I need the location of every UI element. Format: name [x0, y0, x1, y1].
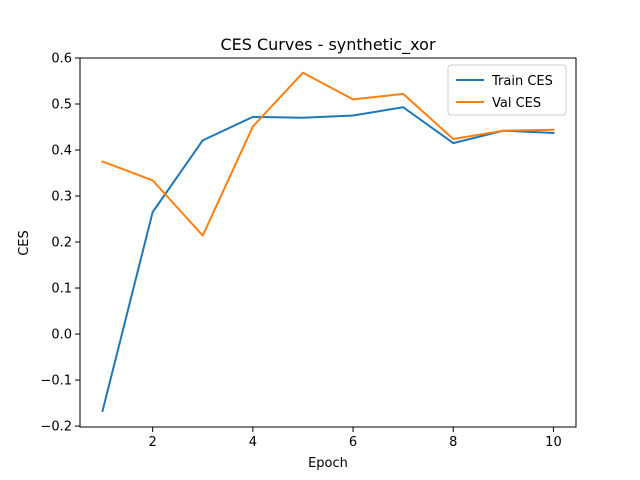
plot-area: 2 4 6 8 10 −0.2 −0.1 0.0 0.1 0.2 0.3 0.4 0.5 0.6: [40, 52, 577, 450]
series-line-val-ces: [101, 71, 555, 237]
y-tick-label: 0.4: [51, 144, 72, 159]
y-tick-label: −0.1: [40, 374, 72, 389]
y-tick-label: 0.5: [51, 98, 72, 113]
series-line-train-ces: [101, 106, 555, 413]
y-tick-label: 0.0: [51, 328, 72, 343]
x-tick-label: 10: [545, 435, 562, 450]
legend-label-val-ces: Val CES: [492, 96, 541, 111]
y-tick-label: 0.6: [51, 52, 72, 67]
legend-label-train-ces: Train CES: [491, 74, 553, 89]
x-tick-label: 8: [449, 435, 457, 450]
x-axis-label: Epoch: [308, 456, 348, 471]
y-tick-label: −0.2: [40, 420, 72, 435]
y-axis-label: CES: [17, 230, 32, 256]
y-tick-label: 0.1: [51, 282, 72, 297]
y-tick-label: 0.2: [51, 236, 72, 251]
x-tick-label: 4: [249, 435, 257, 450]
x-tick-label: 6: [349, 435, 357, 450]
x-tick-label: 2: [149, 435, 157, 450]
legend: Train CES Val CES: [447, 64, 567, 116]
y-tick-label: 0.3: [51, 190, 72, 205]
chart-title: CES Curves - synthetic_xor: [220, 35, 435, 55]
